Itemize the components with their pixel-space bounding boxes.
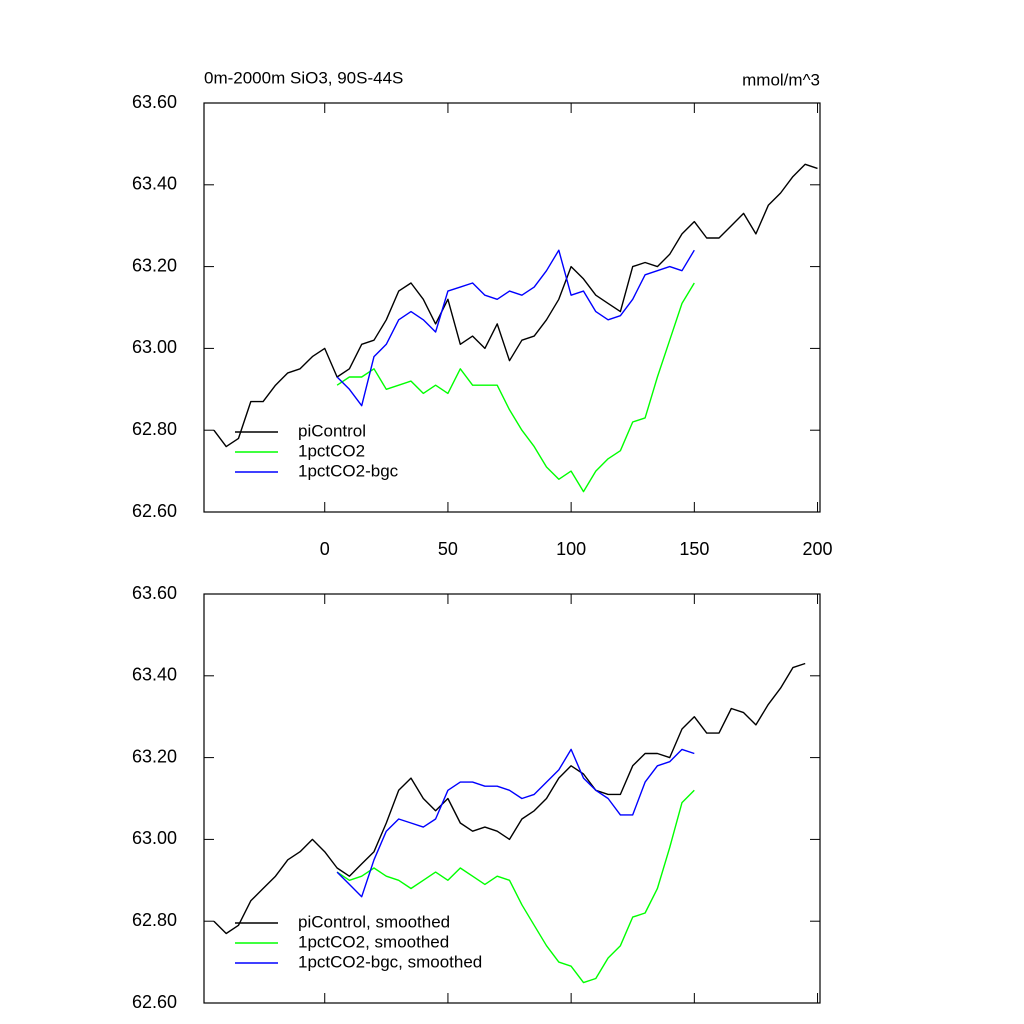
x-tick-label: 150 xyxy=(679,539,709,559)
x-tick-label: 0 xyxy=(320,539,330,559)
data-line xyxy=(336,789,695,984)
y-tick-label: 62.60 xyxy=(132,501,177,521)
y-tick-label: 63.40 xyxy=(132,174,177,194)
data-line xyxy=(336,249,695,407)
y-tick-label: 63.00 xyxy=(132,337,177,357)
y-tick-label: 63.40 xyxy=(132,665,177,685)
y-tick-label: 63.00 xyxy=(132,828,177,848)
y-tick-label: 62.80 xyxy=(132,910,177,930)
data-line xyxy=(213,163,818,448)
legend-label: 1pctCO2-bgc, smoothed xyxy=(298,952,482,971)
y-tick-label: 63.60 xyxy=(132,583,177,603)
x-tick-label: 50 xyxy=(438,539,458,559)
x-tick-label: 200 xyxy=(803,539,833,559)
legend-label: 1pctCO2 xyxy=(298,441,365,460)
y-tick-label: 62.80 xyxy=(132,419,177,439)
data-line xyxy=(336,282,695,493)
plot-frame xyxy=(203,102,821,513)
y-tick-label: 63.20 xyxy=(132,255,177,275)
legend-label: piControl, smoothed xyxy=(298,912,450,931)
y-tick-label: 63.60 xyxy=(132,92,177,112)
x-tick-label: 100 xyxy=(556,539,586,559)
y-tick-label: 62.60 xyxy=(132,992,177,1012)
legend-label: 1pctCO2, smoothed xyxy=(298,932,449,951)
units-label: mmol/m^3 xyxy=(742,70,820,89)
data-line xyxy=(213,662,806,935)
chart-title: 0m-2000m SiO3, 90S-44S xyxy=(204,68,403,87)
legend-label: piControl xyxy=(298,421,366,440)
legend-label: 1pctCO2-bgc xyxy=(298,461,399,480)
y-tick-label: 63.20 xyxy=(132,746,177,766)
data-line xyxy=(336,748,695,898)
plot-frame xyxy=(203,593,821,1004)
